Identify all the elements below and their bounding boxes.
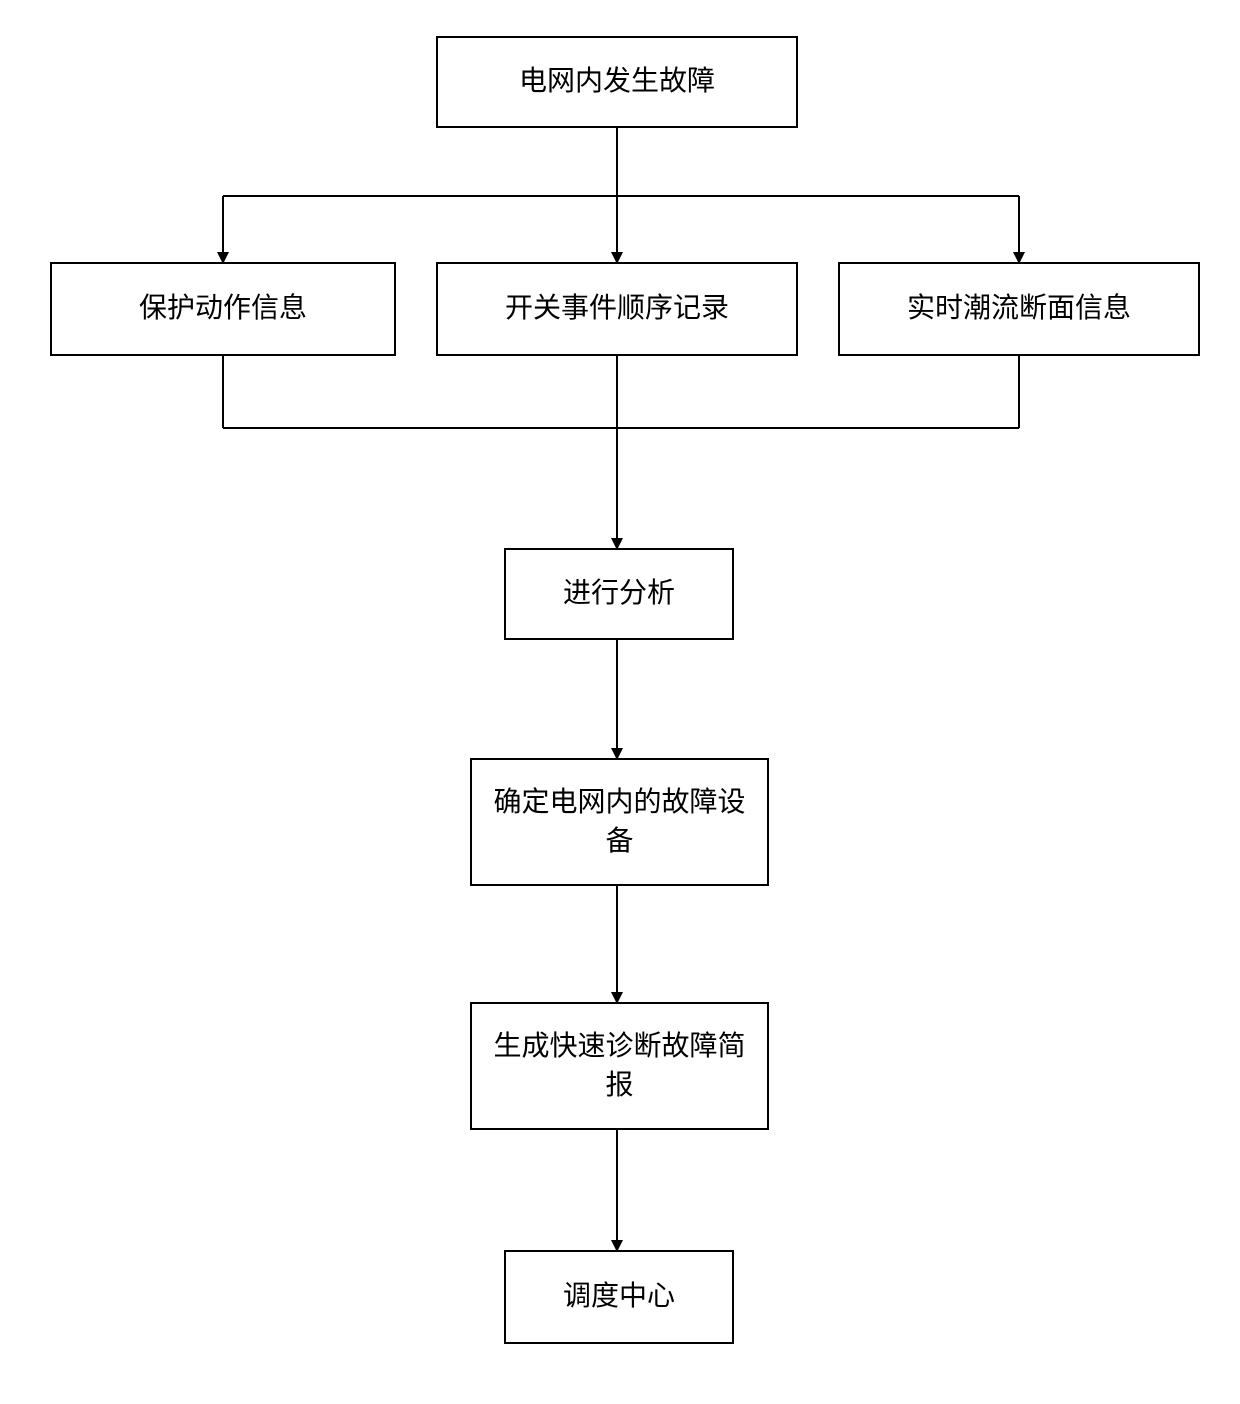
node-dispatch-center: 调度中心 <box>504 1250 734 1344</box>
node-analyze: 进行分析 <box>504 548 734 640</box>
node-label: 开关事件顺序记录 <box>505 289 729 328</box>
node-label: 调度中心 <box>563 1277 675 1316</box>
node-determine-fault-device: 确定电网内的故障设备 <box>470 758 769 886</box>
node-label: 实时潮流断面信息 <box>907 289 1131 328</box>
connector-lines <box>0 0 1240 1404</box>
node-label: 确定电网内的故障设备 <box>480 783 759 861</box>
node-label: 保护动作信息 <box>139 289 307 328</box>
node-generate-fault-report: 生成快速诊断故障简报 <box>470 1002 769 1130</box>
node-label: 进行分析 <box>563 574 675 613</box>
node-fault-occurs: 电网内发生故障 <box>436 36 798 128</box>
node-realtime-flow-info: 实时潮流断面信息 <box>838 262 1200 356</box>
node-switch-event-sequence: 开关事件顺序记录 <box>436 262 798 356</box>
node-protection-action-info: 保护动作信息 <box>50 262 396 356</box>
flowchart-container: 电网内发生故障 保护动作信息 开关事件顺序记录 实时潮流断面信息 进行分析 确定… <box>0 0 1240 1404</box>
node-label: 电网内发生故障 <box>519 62 715 101</box>
node-label: 生成快速诊断故障简报 <box>480 1027 759 1105</box>
